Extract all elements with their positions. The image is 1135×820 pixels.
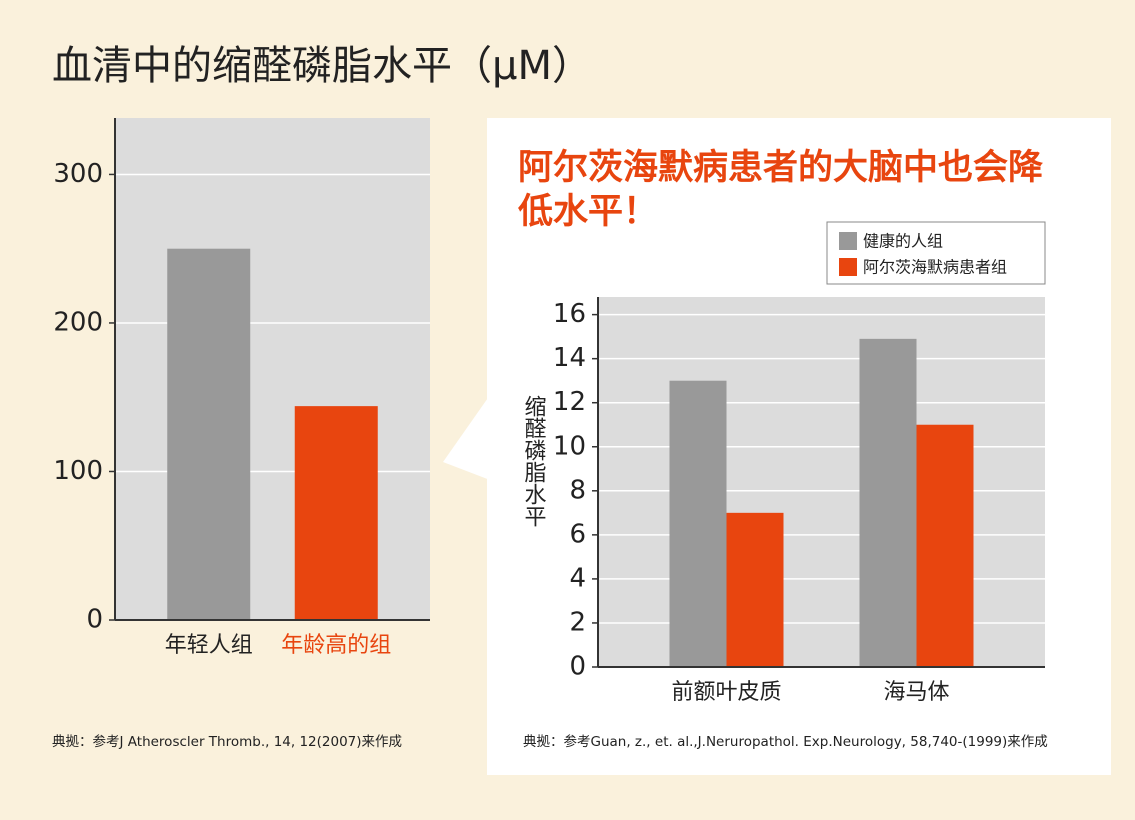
x-tick-label: 年龄高的组 <box>281 633 391 658</box>
y-axis-label: 缩醛磷脂水平 <box>521 395 547 527</box>
y-tick-label: 0 <box>569 652 586 682</box>
bar <box>294 406 378 620</box>
plot-area <box>598 297 1045 667</box>
legend-swatch <box>839 232 857 250</box>
bar <box>916 424 974 667</box>
x-tick-label: 海马体 <box>883 680 949 705</box>
y-tick-label: 10 <box>553 431 586 461</box>
y-tick-label: 2 <box>569 607 586 637</box>
y-tick-label: 100 <box>53 456 103 486</box>
legend-label: 阿尔茨海默病患者组 <box>863 258 1007 277</box>
legend-swatch <box>839 258 857 276</box>
source-note: 典拠：参考J Atheroscler Thromb., 14, 12(2007)… <box>52 733 402 750</box>
legend-label: 健康的人组 <box>863 232 943 251</box>
y-tick-label: 8 <box>569 475 586 505</box>
y-tick-label: 6 <box>569 519 586 549</box>
bar <box>859 338 917 667</box>
x-tick-label: 前额叶皮质 <box>671 680 781 705</box>
bar <box>726 512 784 667</box>
y-tick-label: 16 <box>553 299 586 329</box>
callout-pointer <box>443 395 490 480</box>
y-tick-label: 14 <box>553 343 586 373</box>
legend-box <box>826 221 1046 285</box>
y-tick-label: 200 <box>53 307 103 337</box>
x-tick-label: 年轻人组 <box>165 633 253 658</box>
plot-area <box>115 118 430 620</box>
chart-title: 阿尔茨海默病患者的大脑中也会降低水平！ <box>518 148 1044 232</box>
bar <box>167 248 251 620</box>
source-note: 典拠：参考Guan, z., et. al.,J.Neruropathol. E… <box>523 733 1048 750</box>
bar <box>669 380 727 667</box>
y-tick-label: 4 <box>569 563 586 593</box>
page-title: 血清中的缩醛磷脂水平（μM） <box>52 43 592 89</box>
y-tick-label: 12 <box>553 387 586 417</box>
y-tick-label: 300 <box>53 159 103 189</box>
y-tick-label: 0 <box>86 605 103 635</box>
